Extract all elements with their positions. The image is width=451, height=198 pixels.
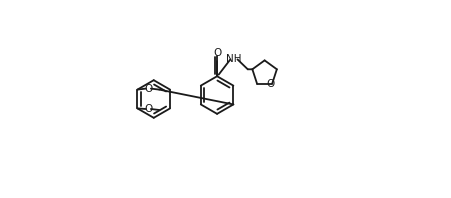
Text: O: O <box>144 84 152 94</box>
Text: NH: NH <box>226 54 241 64</box>
Text: O: O <box>144 104 152 114</box>
Text: O: O <box>266 79 274 89</box>
Text: O: O <box>212 49 221 58</box>
